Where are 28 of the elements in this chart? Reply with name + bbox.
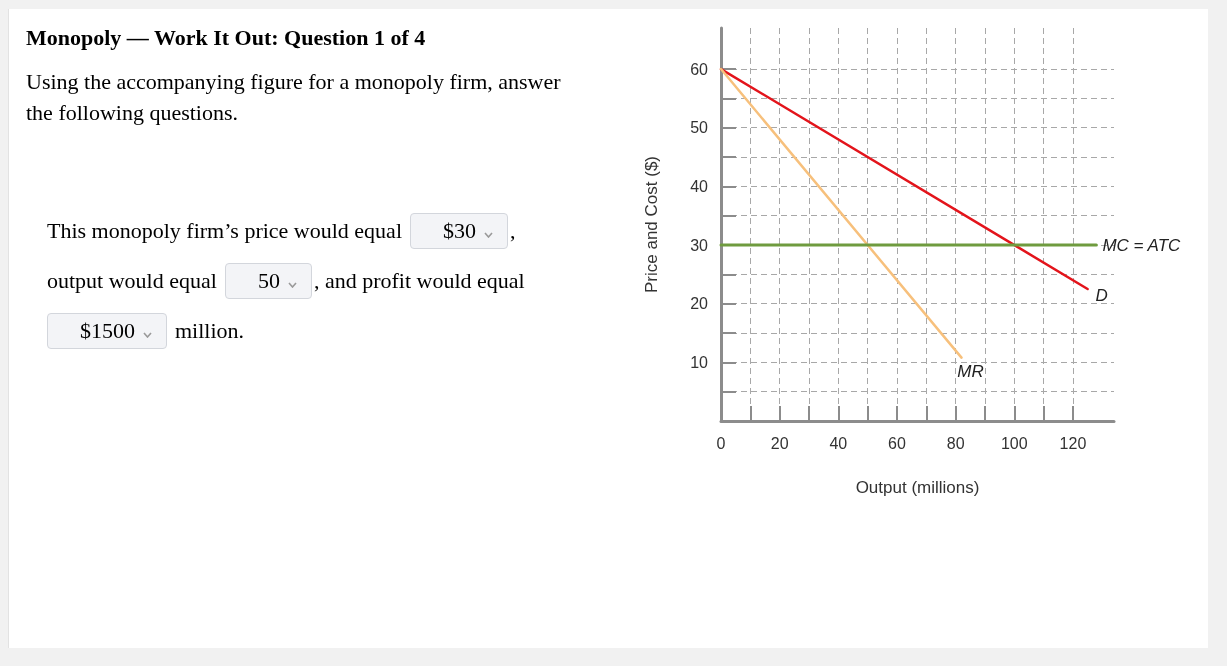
y-tick-label: 30 bbox=[690, 236, 709, 254]
x-tick-label: 0 bbox=[716, 434, 726, 452]
series-label: MC = ATC bbox=[1102, 235, 1182, 255]
text: million. bbox=[175, 318, 245, 344]
dropdown[interactable]: $1500 bbox=[47, 313, 167, 349]
x-tick-label: 120 bbox=[1059, 434, 1087, 452]
x-tick-label: 60 bbox=[888, 434, 906, 452]
text: output would equal bbox=[47, 268, 217, 294]
text: , and profit would equal bbox=[313, 268, 525, 294]
dropdown[interactable]: $30 bbox=[410, 213, 508, 249]
text: Using the accompanying figure for a monopoly firm, answer the following questions. bbox=[26, 68, 562, 127]
series-label: D bbox=[1095, 285, 1108, 305]
x-tick-label: 20 bbox=[770, 434, 789, 452]
dropdown[interactable]: 50 bbox=[224, 263, 312, 299]
y-tick-label: 60 bbox=[690, 60, 709, 78]
y-tick-label: 10 bbox=[690, 353, 709, 371]
x-tick-label: 100 bbox=[1000, 434, 1028, 452]
y-tick-label: 40 bbox=[690, 177, 709, 195]
x-tick-label: 40 bbox=[829, 434, 848, 452]
x-axis-title: Output (millions) bbox=[855, 478, 980, 497]
series-label: MR bbox=[957, 361, 984, 381]
text: , bbox=[510, 218, 516, 244]
text: This monopoly firm’s price would equal bbox=[47, 218, 402, 244]
y-tick-label: 50 bbox=[690, 119, 709, 137]
y-axis-title: Price and Cost ($) bbox=[642, 156, 661, 293]
y-tick-label: 20 bbox=[690, 295, 709, 313]
text: Monopoly — Work It Out: Question 1 of 4 bbox=[26, 25, 426, 50]
x-tick-label: 80 bbox=[946, 434, 965, 452]
